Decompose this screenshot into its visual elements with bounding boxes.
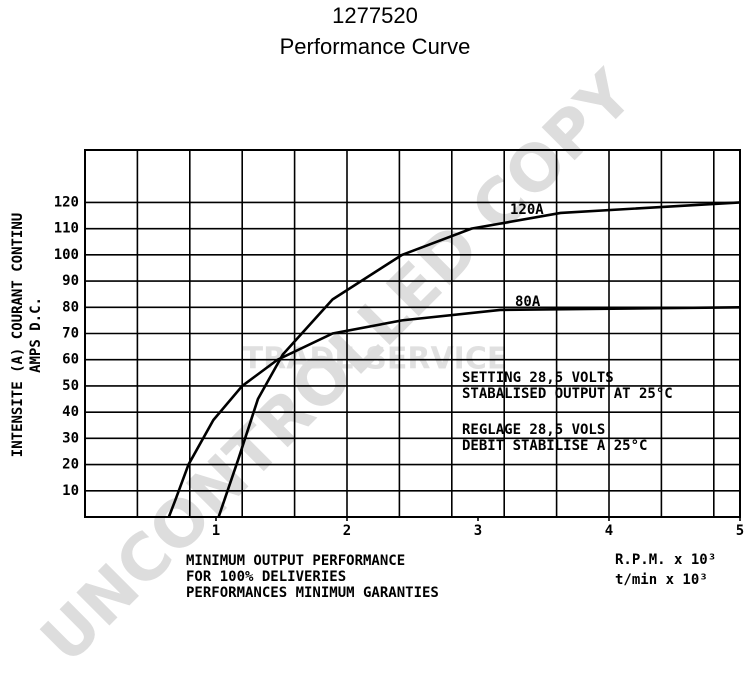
y-tick-label: 110 [54, 221, 79, 237]
y-tick-label: 80 [62, 299, 79, 315]
y-tick-label: 60 [62, 352, 79, 368]
chart-title: 1277520 [332, 3, 418, 28]
annotation: SETTING 28,5 VOLTS [462, 370, 614, 386]
y-tick-label: 40 [62, 404, 79, 420]
x-axis-label: FOR 100% DELIVERIES [186, 569, 346, 585]
line [167, 305, 741, 518]
annotation: STABALISED OUTPUT AT 25°C [462, 386, 673, 402]
y-tick-label: 90 [62, 273, 79, 289]
x-axis-label: MINIMUM OUTPUT PERFORMANCE [186, 553, 405, 569]
series-label: 80A [515, 294, 541, 310]
y-tick-label: 30 [62, 430, 79, 446]
x-tick-label: 1 [212, 523, 220, 539]
y-tick-label: 10 [62, 483, 79, 499]
x-tick-label: 2 [343, 523, 351, 539]
x-tick-label: 4 [605, 523, 613, 539]
x-axis-unit: R.P.M. x 10³ [615, 552, 716, 568]
y-tick-label: 50 [62, 378, 79, 394]
y-axis-label: AMPS D.C. [28, 297, 44, 373]
x-axis-unit: t/min x 10³ [615, 572, 708, 588]
x-axis-label: PERFORMANCES MINIMUM GARANTIES [186, 585, 439, 601]
y-tick-label: 120 [54, 194, 79, 210]
annotation: REGLAGE 28,5 VOLS [462, 422, 605, 438]
series-label: 120A [510, 202, 544, 218]
annotation: DEBIT STABILISE A 25°C [462, 438, 647, 454]
y-tick-label: 70 [62, 326, 79, 342]
chart-subtitle: Performance Curve [280, 34, 471, 59]
x-tick-label: 3 [474, 523, 482, 539]
y-tick-label: 100 [54, 247, 79, 263]
y-axis-label: INTENSITE (A) COURANT CONTINU [10, 213, 26, 457]
x-tick-label: 5 [736, 523, 744, 539]
line [217, 201, 741, 518]
y-tick-label: 20 [62, 457, 79, 473]
